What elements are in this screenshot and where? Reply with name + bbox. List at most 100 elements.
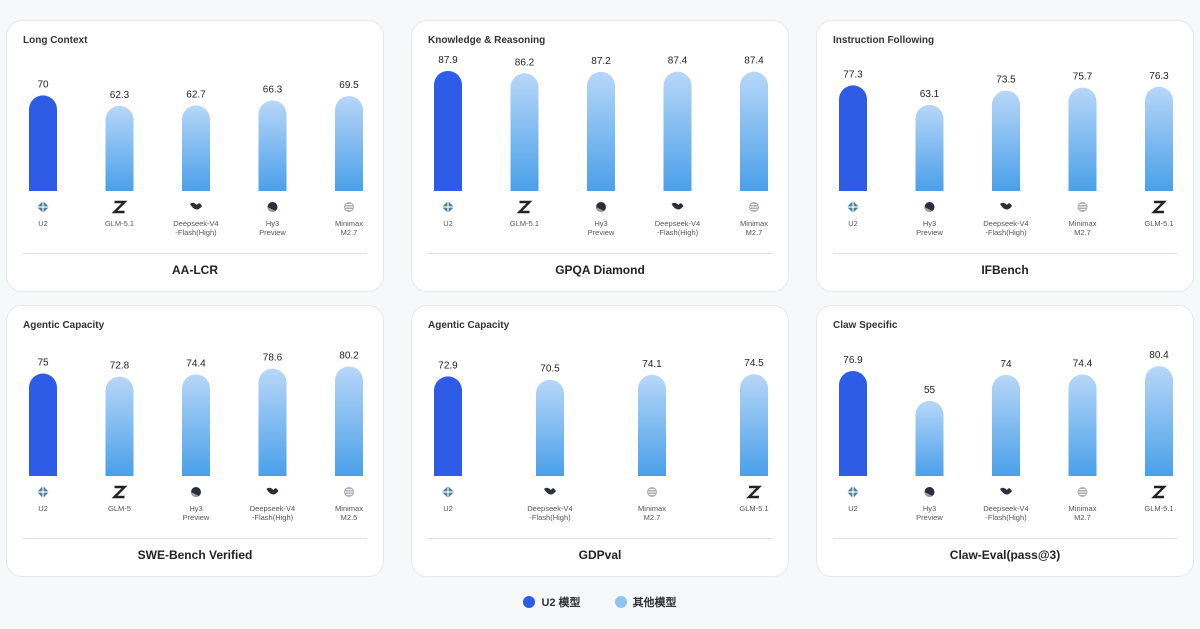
bar-0 <box>839 85 867 191</box>
bar-0 <box>434 70 462 191</box>
bar-4 <box>740 71 768 191</box>
z-icon <box>1151 200 1167 214</box>
bar-0 <box>434 376 462 476</box>
chart-category: Claw Specific <box>833 320 898 331</box>
z-icon <box>746 485 762 499</box>
value-label-3: 78.6 <box>263 353 283 364</box>
model-label-4: GLM-5.1 <box>1144 504 1173 513</box>
chart-category: Knowledge & Reasoning <box>428 35 546 46</box>
chart-card-aa-lcr: Long Context 70 U2 62.3 GLM-5.1 62.7 Deepseek… <box>6 20 384 292</box>
divider <box>23 538 367 539</box>
minimax-icon <box>344 487 354 497</box>
bar-2 <box>182 374 210 476</box>
bar-1 <box>105 376 134 476</box>
value-label-1: 70.5 <box>540 364 560 375</box>
value-label-0: 75 <box>37 358 49 369</box>
divider <box>428 253 772 254</box>
model-label-2: Minimax <box>638 504 666 513</box>
bar-2 <box>992 90 1020 191</box>
divider <box>833 538 1177 539</box>
bar-4 <box>1145 366 1173 476</box>
model-label-1: Preview <box>916 513 943 522</box>
value-label-2: 74.4 <box>186 358 206 369</box>
legend-label: U2 模型 <box>541 597 581 609</box>
model-label-3: Minimax <box>1069 504 1097 513</box>
bar-4 <box>335 366 363 476</box>
whale-icon <box>544 487 556 495</box>
bar-0 <box>839 370 867 476</box>
chart-card-claw-eval: Claw Specific 76.9 U2 55 Hy3 Preview 74 Deepse… <box>816 305 1194 577</box>
model-label-1: Deepseek-V4 <box>527 504 572 513</box>
benchmark-title: SWE-Bench Verified <box>137 548 253 562</box>
minimax-icon <box>647 487 657 497</box>
value-label-4: 80.2 <box>339 350 359 361</box>
model-label-4: GLM-5.1 <box>1144 219 1173 228</box>
z-icon <box>516 200 533 214</box>
value-label-1: 72.8 <box>110 361 130 372</box>
model-label-4: M2.7 <box>341 228 358 237</box>
value-label-2: 87.2 <box>591 56 611 67</box>
model-label-2: Deepseek-V4 <box>983 219 1028 228</box>
model-label-2: -Flash(High) <box>985 228 1027 237</box>
divider <box>833 253 1177 254</box>
legend-item-other: 其他模型 <box>614 594 677 610</box>
model-label-2: -Flash(High) <box>175 228 217 237</box>
bar-3 <box>740 374 768 476</box>
chart-category: Agentic Capacity <box>428 320 510 331</box>
value-label-4: 80.4 <box>1149 350 1169 361</box>
minimax-icon <box>1077 202 1088 212</box>
bar-1 <box>536 379 564 476</box>
model-label-1: Hy3 <box>923 504 936 513</box>
model-label-1: Preview <box>916 228 943 237</box>
model-label-0: U2 <box>443 504 453 513</box>
value-label-4: 87.4 <box>744 56 764 67</box>
value-label-3: 87.4 <box>668 56 688 67</box>
model-label-1: -Flash(High) <box>529 513 571 522</box>
model-label-0: U2 <box>38 504 48 513</box>
chart-category: Agentic Capacity <box>23 320 105 331</box>
chart-card-gdpval: Agentic Capacity 72.9 U2 70.5 Deepseek-V4 -F… <box>411 305 789 577</box>
model-label-4: Minimax <box>740 219 768 228</box>
bar-4 <box>335 96 363 191</box>
value-label-3: 74.4 <box>1073 358 1093 369</box>
chart-category: Instruction Following <box>833 35 935 46</box>
value-label-2: 74 <box>1000 359 1012 370</box>
bar-3 <box>663 71 692 191</box>
divider <box>428 538 772 539</box>
value-label-0: 72.9 <box>438 360 458 371</box>
model-label-2: Preview <box>183 513 210 522</box>
u2-icon <box>847 201 859 213</box>
value-label-0: 77.3 <box>843 69 863 80</box>
value-label-1: 63.1 <box>920 89 940 100</box>
model-label-3: GLM-5.1 <box>739 504 768 513</box>
u2-icon <box>442 201 454 213</box>
bar-0 <box>29 95 57 191</box>
minimax-icon <box>344 202 354 212</box>
model-label-2: Deepseek-V4 <box>173 219 218 228</box>
minimax-icon <box>749 202 759 212</box>
bar-3 <box>258 368 287 476</box>
z-icon <box>111 200 128 214</box>
bar-1 <box>105 105 134 191</box>
z-icon <box>1151 485 1167 499</box>
hy-icon <box>596 202 606 212</box>
value-label-1: 62.3 <box>110 90 130 101</box>
model-label-3: -Flash(High) <box>657 228 699 237</box>
z-icon <box>111 485 128 499</box>
benchmark-title: GPQA Diamond <box>555 263 645 277</box>
bar-0 <box>29 373 57 476</box>
value-label-0: 87.9 <box>438 55 458 66</box>
model-label-2: Hy3 <box>189 504 202 513</box>
divider <box>23 253 367 254</box>
u2-icon <box>37 201 49 213</box>
benchmark-grid: Long Context 70 U2 62.3 GLM-5.1 62.7 Deepseek… <box>6 20 1194 577</box>
value-label-1: 86.2 <box>515 57 535 68</box>
benchmark-title: GDPval <box>578 548 622 562</box>
value-label-2: 73.5 <box>996 75 1016 86</box>
model-label-3: Hy3 <box>266 219 279 228</box>
legend-dot-other <box>614 596 627 608</box>
value-label-4: 76.3 <box>1149 71 1169 82</box>
value-label-4: 69.5 <box>339 80 359 91</box>
value-label-2: 74.1 <box>642 359 662 370</box>
